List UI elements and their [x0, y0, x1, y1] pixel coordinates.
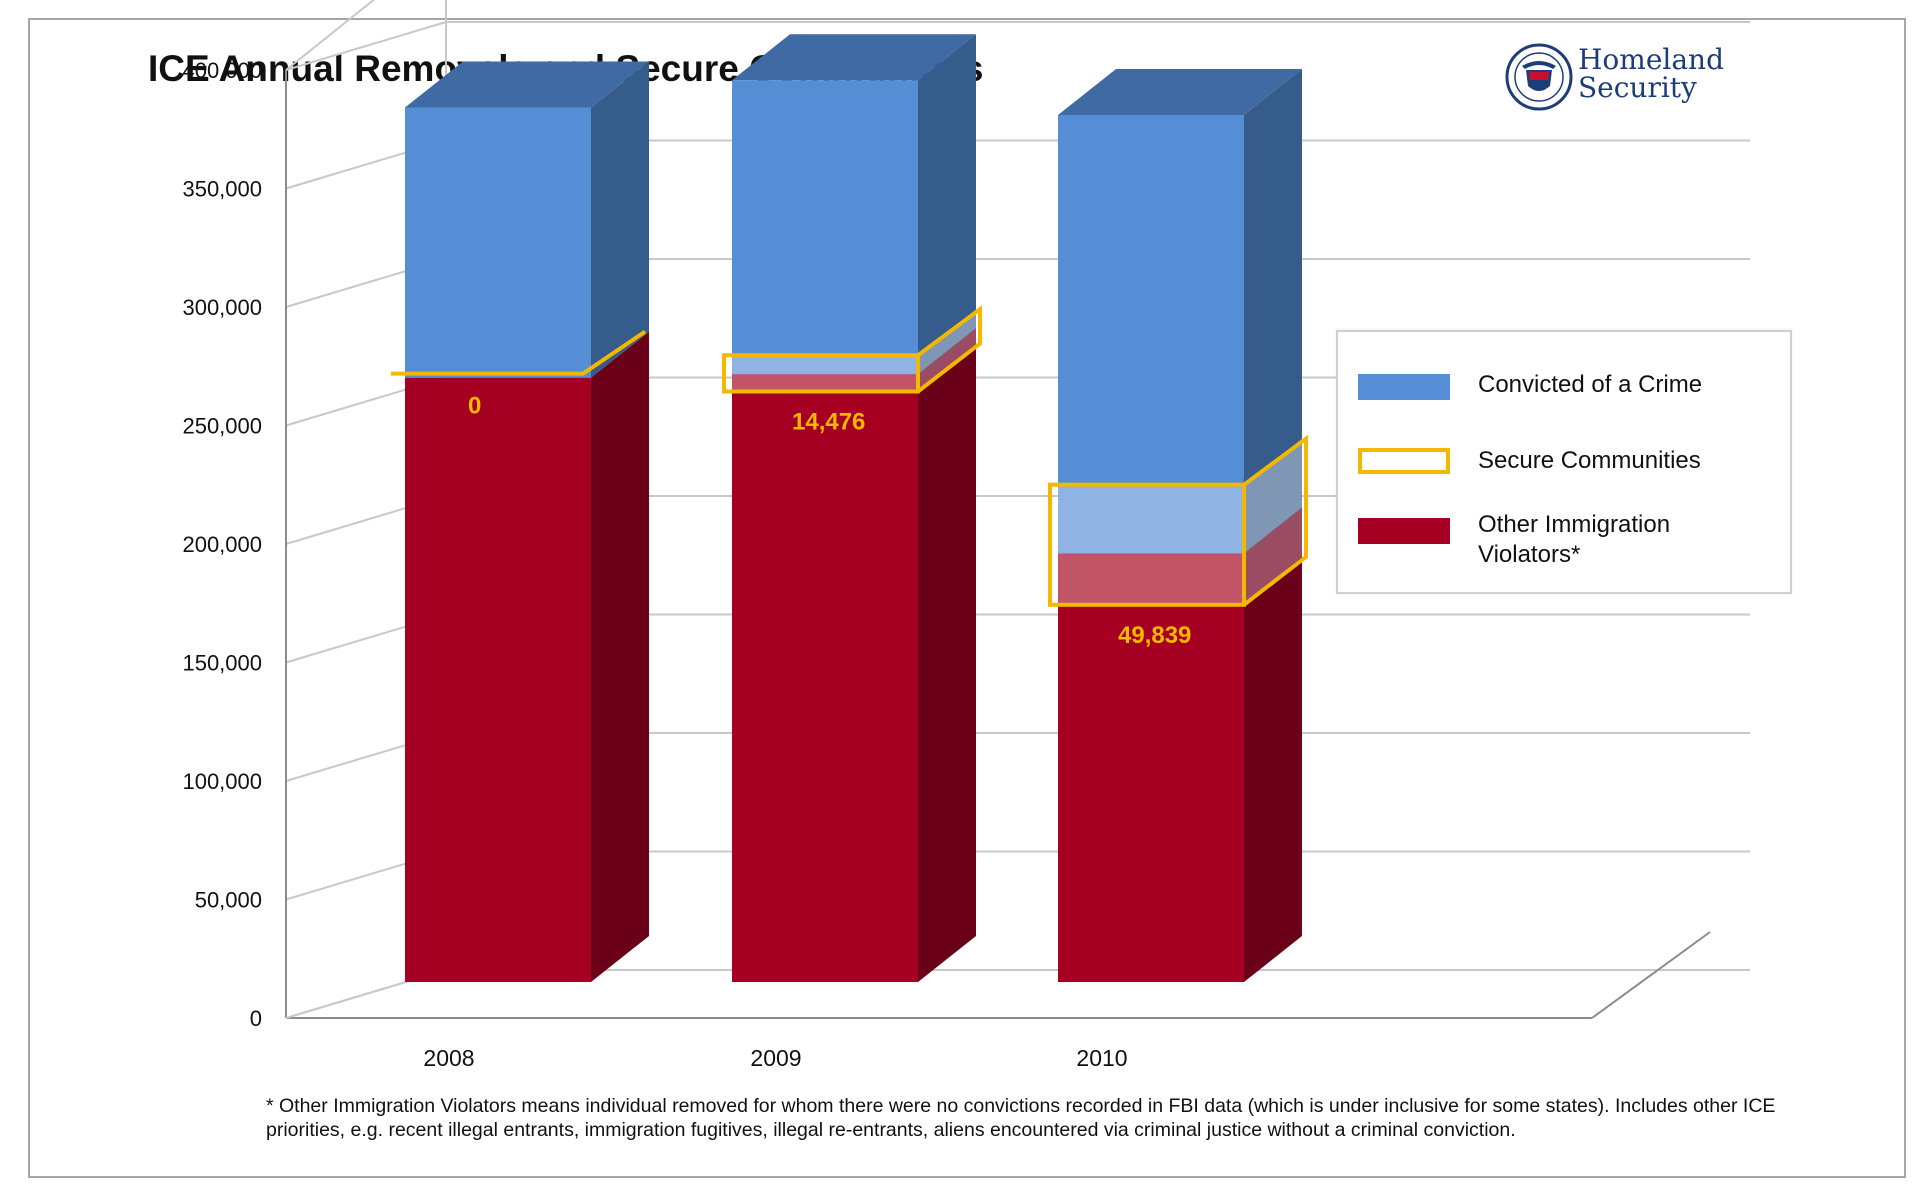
bar-side-crime-2008: [591, 61, 649, 378]
legend-swatch-secure-communities: [1358, 448, 1450, 474]
legend-label-crime: Convicted of a Crime: [1478, 371, 1703, 398]
secure-box-side-2009: [916, 305, 982, 394]
y-tick-label: 150,000: [182, 651, 262, 676]
y-tick-label: 50,000: [195, 888, 262, 913]
legend-label-other: Other Immigration Violators*: [1478, 511, 1671, 568]
bar-other-2010: [1058, 602, 1244, 982]
dhs-wordmark-line1: Homeland: [1578, 43, 1725, 76]
bar-top-2010: [1058, 68, 1302, 115]
legend-label-secure-communities: Secure Communities: [1478, 447, 1701, 474]
bar-secure-crime-2010: [1058, 484, 1244, 554]
side-gridline-8: [285, 21, 447, 71]
x-tick-label-2008: 2008: [423, 1045, 474, 1071]
bar-other-2008: [405, 377, 591, 982]
footnote: * Other Immigration Violators means indi…: [266, 1095, 1776, 1141]
y-tick-label: 0: [250, 1006, 262, 1031]
secure-box-2009: [722, 353, 920, 394]
secure-value-label-2008: 0: [468, 393, 481, 420]
secure-line-2008: [391, 329, 647, 376]
bar-top-2008: [405, 61, 649, 108]
bar-secure-other-2010: [1058, 553, 1244, 603]
dhs-wordmark-line2: Security: [1578, 71, 1697, 104]
bar-side-other-2008: [591, 331, 649, 982]
bar-secure-side-crime-2010: [1244, 438, 1302, 554]
y-tick-label: 250,000: [182, 414, 262, 439]
bar-secure-side-crime-2009: [918, 309, 976, 375]
bar-crime-2009: [732, 80, 918, 390]
y-tick-label: 100,000: [182, 769, 262, 794]
y-tick-label: 400,000: [182, 58, 262, 83]
side-wall-top: [285, 0, 376, 71]
y-tick-label: 200,000: [182, 532, 262, 557]
legend-swatch-other: [1358, 518, 1450, 544]
dhs-wordmark: Homeland Security: [1578, 46, 1724, 102]
secure-box-side-2010: [1242, 434, 1308, 607]
y-tick-label: 350,000: [182, 177, 262, 202]
legend-swatch-crime: [1358, 374, 1450, 400]
bar-crime-2008: [405, 107, 591, 378]
legend: Convicted of a Crime Secure Communities …: [1336, 330, 1792, 594]
secure-value-label-2009: 14,476: [792, 409, 865, 436]
floor-right-edge: [1591, 931, 1711, 1019]
y-tick-label: 300,000: [182, 295, 262, 320]
bar-other-2009: [732, 389, 918, 982]
bar-secure-side-other-2009: [918, 328, 976, 390]
secure-value-label-2010: 49,839: [1118, 622, 1191, 649]
x-tick-label-2010: 2010: [1076, 1045, 1127, 1071]
dhs-seal-icon: [1505, 43, 1573, 111]
bar-side-other-2009: [918, 343, 976, 982]
bar-side-other-2010: [1244, 556, 1302, 982]
bar-top-2009: [732, 34, 976, 81]
bar-secure-other-2009: [732, 374, 918, 390]
bar-side-crime-2009: [918, 34, 976, 390]
secure-box-2010: [1048, 482, 1246, 607]
bar-secure-side-other-2010: [1244, 507, 1302, 603]
x-tick-label-2009: 2009: [750, 1045, 801, 1071]
bar-secure-crime-2009: [732, 355, 918, 375]
